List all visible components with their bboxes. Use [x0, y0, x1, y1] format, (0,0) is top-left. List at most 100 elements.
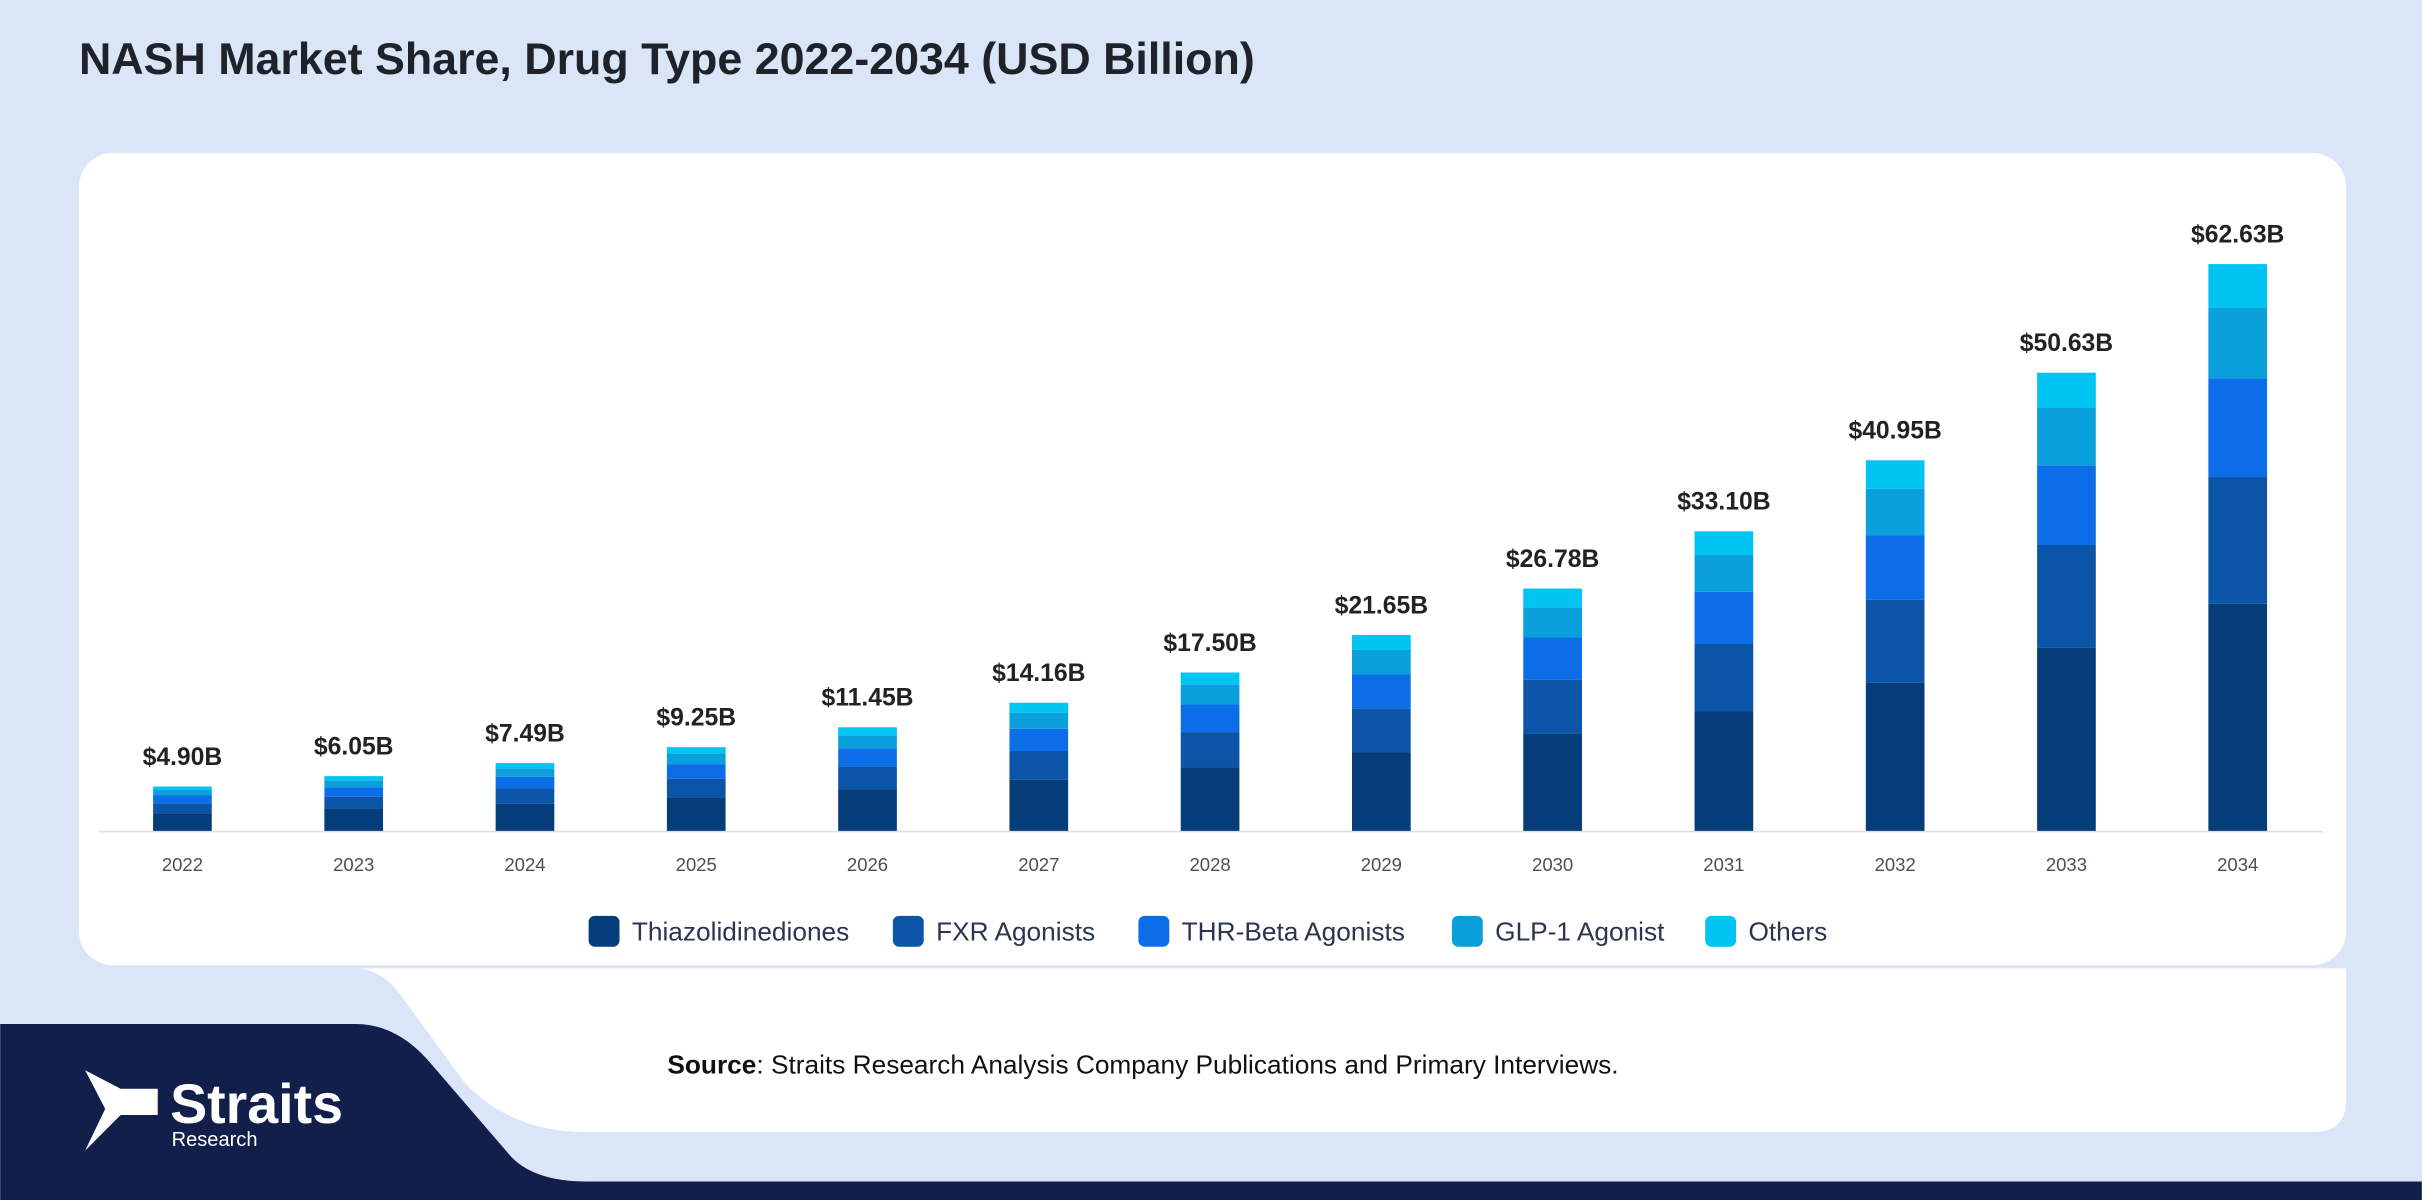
bar-segment: [1694, 591, 1754, 645]
source-note: Source: Straits Research Analysis Compan…: [667, 1049, 1618, 1079]
source-card: [355, 968, 2347, 1133]
bar-segment: [666, 797, 726, 831]
legend-label: Thiazolidinediones: [632, 917, 849, 947]
bar-segment: [1694, 711, 1754, 831]
bar-segment: [1180, 704, 1240, 733]
legend-swatch: [1705, 915, 1737, 947]
legend-swatch: [1138, 915, 1170, 947]
bar-segment: [153, 786, 212, 790]
bar-segment: [2037, 465, 2096, 546]
bar-segment: [666, 778, 726, 798]
bar-segment: [495, 776, 555, 789]
bar-segment: [1180, 684, 1240, 705]
bar-segment: [838, 789, 897, 831]
source-label: Source: [667, 1049, 756, 1079]
bar-segment: [2208, 307, 2268, 379]
bar-segment: [495, 788, 555, 804]
source-text: : Straits Research Analysis Company Publ…: [756, 1049, 1618, 1079]
bar-segment: [666, 753, 726, 765]
x-tick-label: 2025: [676, 854, 717, 875]
footer-band: [0, 1023, 2422, 1200]
bar-segment: [838, 748, 897, 767]
logo-icon: [85, 1070, 158, 1151]
x-tick-label: 2027: [1018, 854, 1059, 875]
bar-segment: [1009, 712, 1069, 729]
bar-segment: [1352, 674, 1411, 709]
bar-segment: [1352, 649, 1411, 675]
bar-segment: [324, 808, 384, 831]
x-tick-label: 2023: [333, 854, 374, 875]
legend-swatch: [588, 915, 620, 947]
x-tick-label: 2022: [162, 854, 203, 875]
total-label: $4.90B: [143, 744, 223, 771]
total-label: $33.10B: [1677, 489, 1770, 516]
total-label: $26.78B: [1506, 546, 1599, 573]
total-label: $62.63B: [2191, 221, 2284, 248]
bar-segment: [1694, 554, 1754, 592]
bar-segment: [324, 787, 384, 797]
bar-segment: [1523, 607, 1582, 638]
bar-segment: [153, 803, 212, 814]
x-tick-label: 2028: [1189, 854, 1230, 875]
bar-segment: [495, 803, 555, 831]
legend-swatch: [1451, 915, 1483, 947]
total-label: $7.49B: [485, 720, 565, 747]
legend-label: Others: [1748, 917, 1827, 947]
bar-segment: [838, 727, 897, 736]
total-label: $17.50B: [1163, 630, 1256, 657]
bar-segment: [1694, 531, 1754, 555]
bar-segment: [1523, 588, 1582, 608]
legend-swatch: [892, 915, 924, 947]
logo-subtitle: Research: [172, 1129, 258, 1151]
bar-segment: [1180, 732, 1240, 768]
chart-card: [78, 152, 2347, 966]
total-label: $14.16B: [992, 660, 1085, 687]
bar-segment: [495, 763, 555, 769]
total-label: $40.95B: [1848, 418, 1941, 445]
bar-segment: [324, 796, 384, 809]
legend-label: THR-Beta Agonists: [1182, 917, 1405, 947]
total-label: $9.25B: [656, 705, 736, 732]
logo-name: Straits: [170, 1073, 343, 1135]
bar-segment: [1352, 752, 1411, 831]
bar-segment: [2037, 545, 2096, 648]
bar-segment: [838, 735, 897, 749]
bar-segment: [153, 813, 212, 831]
bar-segment: [1865, 460, 1925, 489]
bar-segment: [1865, 535, 1925, 600]
bar-segment: [2208, 378, 2268, 478]
bar-segment: [2037, 372, 2096, 408]
bar-segment: [666, 747, 726, 754]
bar-segment: [1009, 702, 1069, 713]
bar-segment: [1009, 750, 1069, 780]
bar-segment: [2037, 407, 2096, 466]
bar-segment: [1523, 733, 1582, 831]
total-label: $11.45B: [822, 685, 914, 712]
total-label: $6.05B: [314, 734, 394, 761]
bar-segment: [324, 780, 384, 788]
bar-segment: [1180, 672, 1240, 685]
bar-segment: [2208, 603, 2268, 831]
x-tick-label: 2026: [847, 854, 888, 875]
bar-segment: [495, 768, 555, 777]
bar-segment: [1523, 679, 1582, 734]
x-tick-label: 2031: [1703, 854, 1744, 875]
bar-segment: [1865, 488, 1925, 536]
total-label: $50.63B: [2020, 330, 2113, 357]
total-label: $21.65B: [1335, 592, 1428, 619]
legend-label: GLP-1 Agonist: [1495, 917, 1665, 947]
bar-segment: [153, 795, 212, 804]
x-tick-label: 2033: [2046, 854, 2087, 875]
bar-segment: [2208, 264, 2268, 308]
bar-segment: [1009, 779, 1069, 831]
bar-segment: [1694, 644, 1754, 712]
x-tick-label: 2032: [1875, 854, 1916, 875]
x-tick-label: 2030: [1532, 854, 1573, 875]
bar-segment: [1865, 682, 1925, 831]
bar-segment: [1009, 728, 1069, 751]
legend-label: FXR Agonists: [936, 917, 1095, 947]
bar-segment: [1523, 637, 1582, 680]
bar-segment: [1180, 767, 1240, 831]
